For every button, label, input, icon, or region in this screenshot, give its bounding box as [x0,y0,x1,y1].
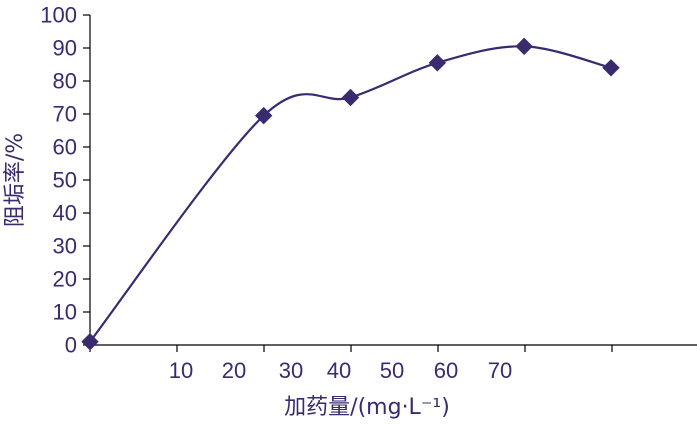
x-tick-label: 40 [327,358,351,383]
y-tick-label: 30 [53,234,77,259]
y-tick-label: 60 [53,135,77,160]
x-tick-label: 20 [222,358,246,383]
y-tick-label: 40 [53,201,77,226]
x-axis-ticks: 10 20 30 40 50 60 70 [89,345,613,383]
y-axis-title: 阻垢率/% [3,133,28,227]
data-point-marker [254,106,273,125]
y-tick-label: 10 [53,300,77,325]
x-tick-label: 70 [488,358,512,383]
y-tick-label: 80 [53,69,77,94]
x-tick-label: 50 [380,358,404,383]
data-markers [81,37,620,351]
data-point-marker [81,332,99,351]
data-point-marker [341,88,360,107]
x-tick-label: 60 [434,358,458,383]
x-tick-label: 10 [169,358,193,383]
x-tick-label: 30 [279,358,303,383]
y-tick-label: 70 [53,102,77,127]
x-axis-title: 加药量/(mg·L⁻¹) [284,395,450,420]
data-point-marker [428,54,447,72]
y-tick-label: 20 [53,267,77,292]
y-tick-label: 90 [53,36,77,61]
y-tick-label: 50 [53,168,77,193]
y-tick-label: 100 [40,3,77,28]
data-point-marker [602,59,620,77]
y-axis-ticks: 0 10 20 30 40 50 60 70 80 90 100 [40,3,90,358]
data-point-marker [515,37,533,56]
y-tick-label: 0 [65,333,77,358]
